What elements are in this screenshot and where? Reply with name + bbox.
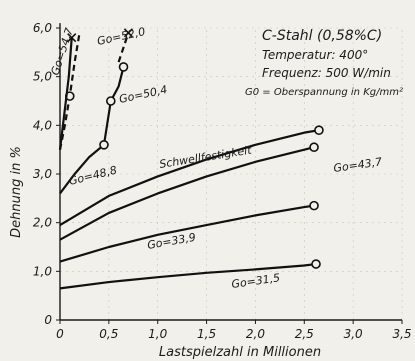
x-tick-label: 2,0: [246, 327, 265, 341]
x-tick-label: 1,5: [197, 327, 216, 341]
series-marker-circle: [309, 142, 319, 153]
y-tick-label: 0: [44, 313, 52, 327]
series-label: Go=50,4: [118, 83, 169, 106]
y-tick-label: 5,0: [33, 70, 52, 84]
series-line-3: [59, 129, 320, 227]
y-tick-label: 4,0: [33, 118, 52, 132]
series-label: Go=48,8: [68, 163, 119, 187]
series-line-0: [59, 262, 317, 290]
y-tick-label: 2,0: [33, 216, 52, 230]
series-marker-x: [67, 33, 77, 43]
x-tick-label: 1,0: [148, 327, 167, 341]
y-tick-label: 6,0: [33, 21, 52, 35]
series-marker-circle: [311, 259, 321, 269]
x-axis-label: Lastspielzahl in Millionen: [159, 345, 321, 360]
chart-series: [58, 28, 324, 290]
series-label: Go=52,0: [96, 25, 147, 48]
info-line-4: G0 = Oberspannung in Kg/mm²: [245, 87, 403, 98]
info-line-3: Frequenz: 500 W/min: [262, 66, 391, 80]
series-line-1: [59, 204, 315, 263]
info-line-2: Temperatur: 400°: [262, 48, 368, 62]
series-marker-circle: [314, 125, 324, 135]
series-marker-circle: [309, 200, 319, 211]
x-tick-label: 2,5: [295, 327, 314, 341]
series-line-2: [59, 146, 315, 241]
info-line-1: C-Stahl (0,58%C): [262, 28, 382, 44]
x-tick-label: 3,0: [344, 327, 363, 341]
chart-grid: [60, 27, 403, 320]
series-marker-circle: [118, 62, 129, 72]
x-tick-label: 0: [56, 327, 64, 341]
x-tick-label: 0,5: [99, 327, 118, 341]
series-line-7: [58, 37, 73, 150]
y-axis-label: Dehnung in %: [9, 146, 24, 238]
y-tick-label: 3,0: [33, 167, 52, 181]
chart-axes: 0 1,0 2,0 3,0 4,0 5,0 6,0 0 0,5 1,0 1,5 2,0 2,5 3,0 3,…: [33, 21, 412, 341]
series-label: Go=31,5: [231, 271, 281, 291]
series-marker-circle: [106, 96, 116, 106]
series-label: Go=43,7: [333, 155, 383, 175]
series-marker-circle: [99, 140, 109, 150]
series-label: Go=54,7: [48, 26, 75, 77]
series-line-5: [117, 32, 130, 63]
series-label: Go=33,9: [146, 231, 196, 252]
series-marker-x: [123, 28, 133, 38]
x-tick-label: 3,5: [392, 327, 411, 341]
y-tick-label: 1,0: [33, 264, 52, 278]
